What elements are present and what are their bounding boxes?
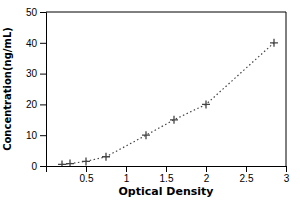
chart: 0.511.522.5301020304050Optical DensityCo…: [0, 0, 300, 200]
x-axis-title: Optical Density: [119, 185, 214, 198]
plot: 0.511.522.5301020304050: [26, 7, 290, 184]
tick-label: 30: [26, 68, 38, 79]
tick-label: 1: [124, 173, 130, 184]
axis-line: [40, 13, 47, 167]
marker: [66, 160, 74, 166]
tick-label: 10: [26, 130, 38, 141]
tick: 1: [124, 166, 130, 184]
tick-mark: [40, 135, 46, 136]
tick-label: 3: [284, 173, 290, 184]
marker: [170, 116, 178, 124]
tick-mark: [86, 166, 87, 172]
y-axis: 0 10 20 30 40 50: [26, 7, 47, 172]
tick-mark: [206, 166, 207, 172]
marker: [58, 160, 66, 166]
tick-label: 40: [26, 38, 38, 49]
tick-label: 20: [26, 99, 38, 110]
tick-label: 2.5: [240, 173, 254, 184]
marker: [82, 157, 90, 165]
tick-label: 0.5: [80, 173, 94, 184]
tick-mark: [40, 43, 46, 44]
tick-mark: [246, 166, 247, 172]
frame-line: [46, 12, 286, 13]
tick: 1.5: [160, 166, 174, 184]
tick-mark: [40, 74, 46, 75]
line: [62, 43, 274, 165]
tick: 10: [26, 130, 46, 141]
tick: 40: [26, 38, 46, 49]
tick: 20: [26, 99, 46, 110]
y-axis-title: Concentration(ng/mL): [2, 27, 13, 151]
tick-mark: [126, 166, 127, 172]
tick-label: 2: [204, 173, 210, 184]
marker: [142, 131, 150, 139]
tick-label: 50: [26, 7, 38, 18]
tick: 3: [284, 166, 290, 184]
frame-line: [286, 12, 287, 166]
tick-mark: [40, 166, 46, 167]
tick-mark: [286, 166, 287, 172]
tick: 0: [31, 161, 46, 172]
tick: 0.5: [80, 166, 94, 184]
tick-label: 1.5: [160, 173, 174, 184]
tick-mark: [40, 104, 46, 105]
tick-mark: [166, 166, 167, 172]
x-axis: 0.5 1 1.5 2 2.5 3: [47, 166, 290, 184]
marker: [102, 153, 110, 161]
tick: 2: [204, 166, 210, 184]
axis-line: [47, 167, 287, 173]
tick-mark: [40, 12, 46, 13]
marker: [202, 100, 210, 108]
marker: [270, 39, 278, 47]
tick: 2.5: [240, 166, 254, 184]
tick: 30: [26, 68, 46, 79]
tick-label: 0: [31, 161, 37, 172]
data-layer: [58, 39, 278, 166]
tick: 50: [26, 7, 46, 18]
